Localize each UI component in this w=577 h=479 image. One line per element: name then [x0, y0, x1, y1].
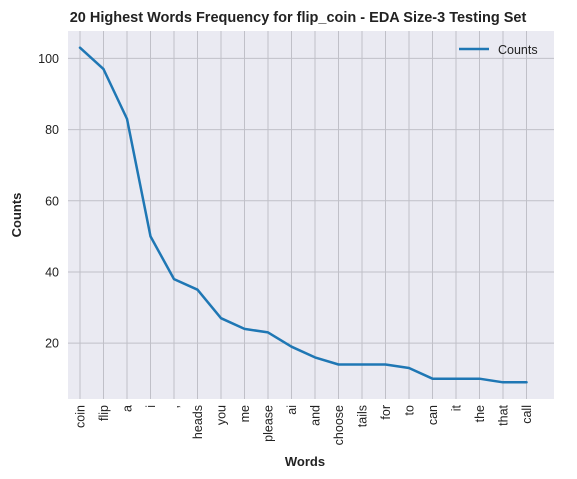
y-tick-label: 60 [45, 194, 59, 208]
legend-label: Counts [498, 43, 538, 57]
x-tick-label: and [309, 405, 323, 426]
x-tick-label: you [215, 405, 229, 425]
y-axis-label: Counts [9, 193, 24, 238]
x-tick-label: i [144, 405, 158, 408]
x-tick-label: flip [97, 405, 111, 421]
series-line [78, 46, 528, 384]
grid [68, 31, 554, 399]
x-tick-label: please [262, 405, 276, 442]
x-tick-label: that [497, 404, 511, 425]
plot-area [68, 31, 554, 399]
x-tick-label: heads [191, 405, 205, 439]
x-tick-label: me [238, 405, 252, 422]
y-tick-label: 100 [38, 52, 59, 66]
x-tick-label: coin [74, 405, 88, 428]
x-tick-label: the [473, 405, 487, 422]
x-tick-label: can [426, 405, 440, 425]
y-tick-label: 20 [45, 337, 59, 351]
x-tick-label: to [403, 405, 417, 415]
x-tick-label: for [379, 405, 393, 420]
y-tick-label: 80 [45, 123, 59, 137]
x-tick-label: choose [332, 405, 346, 445]
x-tick-label: tails [356, 405, 370, 427]
x-tick-label: a [121, 405, 135, 412]
x-tick-label: ai [285, 405, 299, 415]
x-tick-label: it [450, 404, 464, 411]
x-axis-ticks: coin flip a i, heads you me please ai and choose ta… [74, 404, 535, 445]
chart-title: 20 Highest Words Frequency for flip_coin… [70, 10, 527, 26]
legend: Counts [459, 43, 538, 57]
y-axis-ticks: 20 40 60 80 100 [38, 52, 59, 351]
x-tick-label: call [520, 405, 534, 424]
x-axis-label: Words [285, 454, 325, 469]
y-tick-label: 40 [45, 265, 59, 279]
series-layer [78, 46, 528, 384]
x-tick-label: , [168, 405, 182, 408]
